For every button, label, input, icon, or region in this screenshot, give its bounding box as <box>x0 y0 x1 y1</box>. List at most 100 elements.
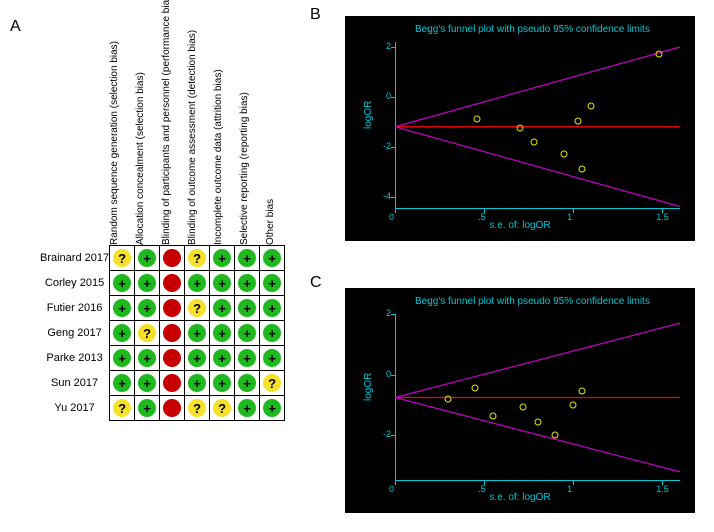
rob-cell <box>160 246 185 271</box>
rob-dot-unclear: ? <box>113 399 131 417</box>
rob-dot-low: + <box>238 399 256 417</box>
data-point <box>579 166 586 173</box>
rob-dot-high <box>163 349 181 367</box>
y-tick: -2 <box>383 141 395 151</box>
rob-cell: + <box>260 346 285 371</box>
panel-label-c: C <box>310 274 322 292</box>
y-tick: 0 <box>386 91 395 101</box>
data-point <box>520 403 527 410</box>
rob-cell: + <box>135 246 160 271</box>
plot-title: Begg's funnel plot with pseudo 95% confi… <box>415 24 650 35</box>
data-point <box>489 412 496 419</box>
rob-dot-low: + <box>113 299 131 317</box>
figure: A B C Random sequence generation (select… <box>0 0 714 532</box>
x-axis-label: s.e. of: logOR <box>489 492 550 503</box>
data-point <box>587 102 594 109</box>
rob-dot-low: + <box>138 274 156 292</box>
rob-dot-low: + <box>138 399 156 417</box>
rob-dot-high <box>163 249 181 267</box>
y-tick: -4 <box>383 191 395 201</box>
risk-of-bias-table: Brainard 2017?+?+++Corley 2015++++++Futi… <box>40 245 285 421</box>
rob-dot-low: + <box>213 249 231 267</box>
x-axis-label: s.e. of: logOR <box>489 220 550 231</box>
rob-dot-low: + <box>238 374 256 392</box>
rob-dot-low: + <box>213 349 231 367</box>
data-point <box>579 388 586 395</box>
rob-dot-low: + <box>263 249 281 267</box>
rob-cell <box>160 321 185 346</box>
rob-cell <box>160 396 185 421</box>
data-point <box>575 117 582 124</box>
rob-column-header: Random sequence generation (selection bi… <box>109 41 120 245</box>
rob-cell: + <box>110 271 135 296</box>
rob-dot-low: + <box>238 249 256 267</box>
rob-cell: + <box>135 296 160 321</box>
rob-cell: + <box>210 346 235 371</box>
study-label: Futier 2016 <box>40 296 110 321</box>
rob-cell: + <box>210 321 235 346</box>
rob-cell: + <box>260 271 285 296</box>
study-label: Brainard 2017 <box>40 246 110 271</box>
rob-cell: ? <box>110 396 135 421</box>
y-tick: -2 <box>383 429 395 439</box>
rob-dot-low: + <box>238 274 256 292</box>
rob-cell: + <box>235 346 260 371</box>
rob-dot-low: + <box>113 274 131 292</box>
rob-cell: + <box>135 271 160 296</box>
rob-cell: + <box>110 346 135 371</box>
rob-cell <box>160 371 185 396</box>
rob-cell: ? <box>210 396 235 421</box>
rob-cell <box>160 271 185 296</box>
x-tick: 0 <box>389 481 394 494</box>
study-label: Corley 2015 <box>40 271 110 296</box>
rob-dot-low: + <box>263 274 281 292</box>
rob-cell: + <box>110 321 135 346</box>
rob-cell: ? <box>110 246 135 271</box>
funnel-lines <box>395 42 680 209</box>
rob-cell: ? <box>185 396 210 421</box>
rob-cell: + <box>135 396 160 421</box>
rob-cell: + <box>235 371 260 396</box>
plot-area-b: -4-2020.511.5 <box>395 42 680 209</box>
data-point <box>516 124 523 131</box>
rob-dot-unclear: ? <box>188 299 206 317</box>
data-point <box>561 151 568 158</box>
rob-dot-high <box>163 324 181 342</box>
rob-cell: + <box>110 296 135 321</box>
rob-dot-unclear: ? <box>188 399 206 417</box>
rob-cell: + <box>185 321 210 346</box>
rob-cell: + <box>210 246 235 271</box>
rob-dot-low: + <box>138 299 156 317</box>
x-tick: 1 <box>567 481 572 494</box>
rob-dot-low: + <box>263 324 281 342</box>
rob-dot-low: + <box>188 349 206 367</box>
y-tick: 0 <box>386 369 395 379</box>
data-point <box>570 402 577 409</box>
rob-dot-low: + <box>188 274 206 292</box>
rob-cell: + <box>185 371 210 396</box>
rob-cell: + <box>260 246 285 271</box>
rob-dot-low: + <box>213 274 231 292</box>
rob-dot-unclear: ? <box>113 249 131 267</box>
rob-cell: + <box>135 346 160 371</box>
rob-dot-low: + <box>238 349 256 367</box>
rob-dot-low: + <box>238 299 256 317</box>
rob-cell: + <box>110 371 135 396</box>
rob-dot-unclear: ? <box>188 249 206 267</box>
rob-cell: ? <box>185 296 210 321</box>
data-point <box>445 396 452 403</box>
rob-dot-low: + <box>213 374 231 392</box>
study-label: Sun 2017 <box>40 371 110 396</box>
rob-dot-high <box>163 274 181 292</box>
rob-column-header: Allocation concealment (selection bias) <box>135 72 146 245</box>
rob-cell: + <box>185 346 210 371</box>
x-tick: 1 <box>567 209 572 222</box>
rob-dot-unclear: ? <box>213 399 231 417</box>
rob-cell: + <box>260 396 285 421</box>
rob-grid: Brainard 2017?+?+++Corley 2015++++++Futi… <box>40 245 285 421</box>
rob-cell: + <box>185 271 210 296</box>
data-point <box>534 418 541 425</box>
study-label: Parke 2013 <box>40 346 110 371</box>
rob-column-header: Incomplete outcome data (attrition bias) <box>213 69 224 245</box>
data-point <box>472 385 479 392</box>
